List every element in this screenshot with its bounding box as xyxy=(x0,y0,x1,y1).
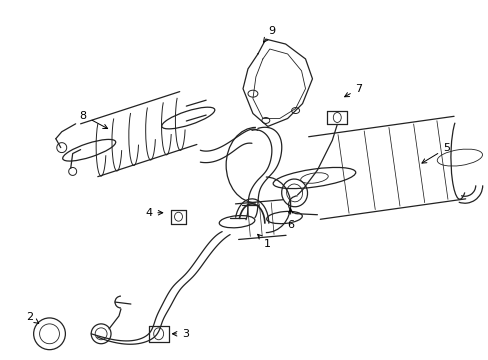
Text: 9: 9 xyxy=(263,26,275,42)
Text: 4: 4 xyxy=(145,208,163,218)
Text: 8: 8 xyxy=(80,111,107,129)
Text: 6: 6 xyxy=(286,209,294,230)
Text: 5: 5 xyxy=(421,143,449,163)
Text: 1: 1 xyxy=(257,234,271,249)
Text: 3: 3 xyxy=(172,329,188,339)
Text: 2: 2 xyxy=(26,312,39,323)
Text: 7: 7 xyxy=(344,84,362,97)
